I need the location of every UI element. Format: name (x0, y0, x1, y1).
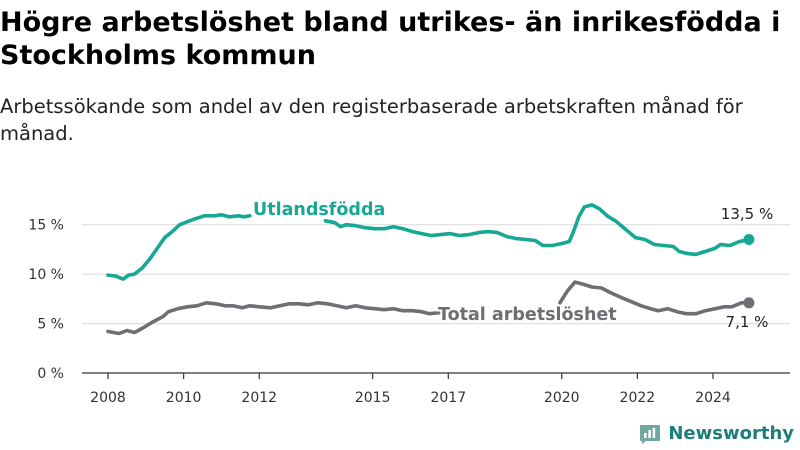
end-point-total (743, 297, 755, 309)
end-value-label-utlandsfodda: 13,5 % (721, 205, 773, 223)
x-tick-label: 2008 (90, 390, 126, 406)
brand-name: Newsworthy (668, 422, 794, 444)
series-label-utlandsfodda: Utlandsfödda (253, 200, 385, 220)
x-tick-label: 2024 (695, 390, 731, 406)
series-line-total (106, 301, 441, 336)
y-tick-label: 5 % (37, 317, 64, 333)
gridlines (82, 224, 790, 325)
brand: Newsworthy (639, 420, 794, 446)
bar-chart-logo-icon (640, 425, 661, 444)
series-label-total: Total arbetslöshet (438, 305, 617, 325)
y-tick-label: 15 % (28, 218, 64, 234)
x-tick-label: 2010 (166, 390, 202, 406)
x-tick-label: 2015 (355, 390, 391, 406)
x-tick-label: 2020 (544, 390, 580, 406)
chart-title: Högre arbetslöshet bland utrikes- än inr… (0, 7, 781, 71)
x-tick-label: 2017 (430, 390, 466, 406)
end-value-label-total: 7,1 % (726, 313, 769, 331)
x-tick-label: 2022 (620, 390, 656, 406)
x-tick-label: 2012 (241, 390, 277, 406)
end-point-utlandsfodda (743, 234, 755, 246)
axes: 0 % 5 % 10 % 15 % 2008 2010 2012 2015 2017 2020 20… (28, 218, 790, 406)
y-tick-label: 10 % (28, 267, 64, 283)
chart-subtitle: Arbetssökande som andel av den registerb… (0, 95, 743, 145)
series-line-utlandsfodda (323, 203, 751, 257)
series-line-total (558, 280, 751, 316)
y-tick-label: 0 % (37, 366, 64, 382)
series-lines (106, 203, 755, 336)
line-chart: 0 % 5 % 10 % 15 % 2008 2010 2012 2015 2017 2020 20… (28, 198, 790, 406)
chart-labels: Utlandsfödda Total arbetslöshet 13,5 % 7,1 … (251, 198, 773, 331)
series-line-utlandsfodda (106, 213, 252, 281)
